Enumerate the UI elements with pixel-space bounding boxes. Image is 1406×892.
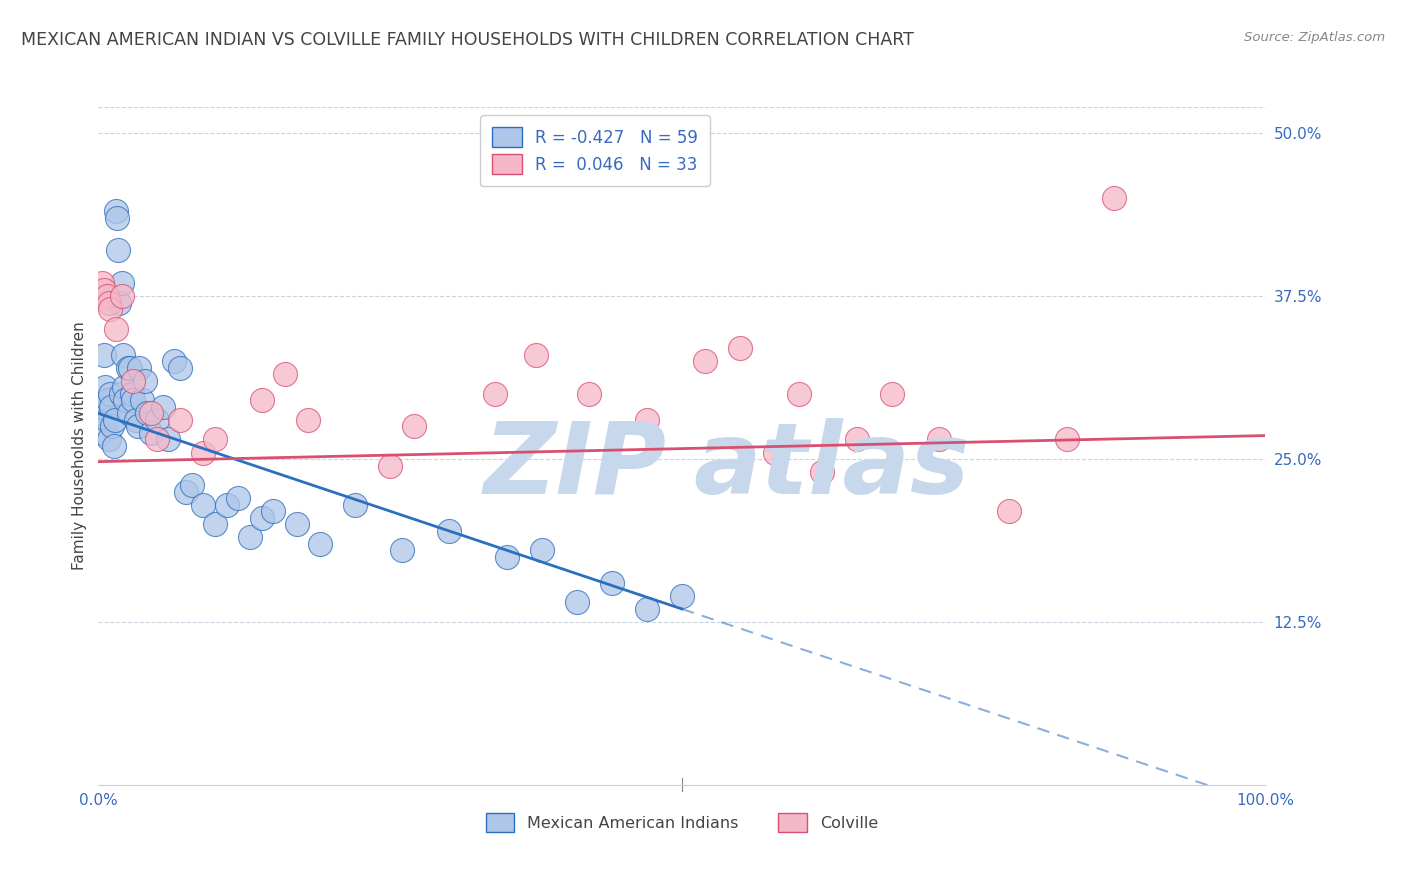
Point (93, 348, 115, 362)
Point (117, 360, 139, 375)
Point (193, 498, 215, 512)
Point (578, 387, 600, 401)
Point (118, 406, 141, 420)
Legend: Mexican American Indians, Colville: Mexican American Indians, Colville (472, 800, 891, 845)
Point (98, 387, 121, 401)
Point (100, 400, 122, 414)
Point (484, 387, 506, 401)
Text: atlas: atlas (693, 417, 970, 515)
Point (437, 524, 460, 538)
Point (636, 413, 658, 427)
Point (169, 413, 191, 427)
Text: ZIP: ZIP (484, 417, 666, 515)
Point (846, 433, 869, 447)
Point (228, 491, 250, 505)
Point (297, 413, 319, 427)
Point (139, 406, 162, 420)
Point (111, 348, 134, 362)
Point (695, 354, 717, 368)
Point (122, 374, 145, 388)
Point (274, 368, 297, 382)
Point (1056, 433, 1078, 447)
Point (97, 295, 120, 310)
Point (239, 530, 262, 544)
Y-axis label: Family Households with Children: Family Households with Children (72, 322, 87, 570)
Point (180, 478, 202, 492)
Point (96, 289, 118, 303)
Point (146, 433, 169, 447)
Point (600, 575, 623, 590)
Point (127, 419, 149, 434)
Point (174, 484, 197, 499)
Point (496, 549, 519, 564)
Text: Source: ZipAtlas.com: Source: ZipAtlas.com (1244, 31, 1385, 45)
Point (730, 341, 752, 355)
Point (204, 517, 226, 532)
Point (250, 510, 273, 524)
Point (90, 425, 112, 440)
Point (105, 211, 128, 225)
Point (94, 380, 117, 394)
Point (763, 445, 786, 459)
Point (524, 348, 547, 362)
Point (204, 433, 226, 447)
Point (344, 498, 367, 512)
Point (103, 439, 125, 453)
Point (671, 589, 693, 603)
Point (1102, 191, 1125, 205)
Point (402, 419, 425, 434)
Point (104, 204, 127, 219)
Point (93, 283, 115, 297)
Point (262, 504, 284, 518)
Point (787, 387, 810, 401)
Point (118, 360, 141, 375)
Point (163, 354, 186, 368)
Point (309, 537, 332, 551)
Point (169, 360, 191, 375)
Point (131, 393, 153, 408)
Point (90, 406, 112, 420)
Point (104, 413, 127, 427)
Point (110, 387, 132, 401)
Point (90, 276, 112, 290)
Point (250, 393, 273, 408)
Point (636, 602, 658, 616)
Point (101, 419, 124, 434)
Point (104, 321, 127, 335)
Point (111, 289, 134, 303)
Point (107, 244, 129, 258)
Point (128, 360, 150, 375)
Point (880, 387, 903, 401)
Point (997, 504, 1019, 518)
Point (139, 425, 162, 440)
Point (193, 445, 215, 459)
Point (98, 302, 121, 317)
Point (285, 517, 308, 532)
Point (530, 543, 553, 558)
Point (91, 400, 114, 414)
Point (112, 380, 135, 394)
Point (114, 393, 136, 408)
Point (111, 276, 134, 290)
Point (122, 393, 145, 408)
Point (96, 413, 118, 427)
Point (134, 374, 156, 388)
Point (928, 433, 950, 447)
Point (215, 498, 238, 512)
Point (125, 413, 148, 427)
Point (146, 413, 169, 427)
Point (108, 295, 131, 310)
Point (380, 458, 402, 473)
Point (97, 393, 120, 408)
Point (565, 595, 588, 609)
Point (121, 387, 143, 401)
Point (157, 433, 180, 447)
Point (391, 543, 413, 558)
Point (811, 465, 834, 479)
Point (97, 433, 120, 447)
Point (152, 400, 174, 414)
Text: MEXICAN AMERICAN INDIAN VS COLVILLE FAMILY HOUSEHOLDS WITH CHILDREN CORRELATION : MEXICAN AMERICAN INDIAN VS COLVILLE FAMI… (21, 31, 914, 49)
Point (136, 406, 159, 420)
